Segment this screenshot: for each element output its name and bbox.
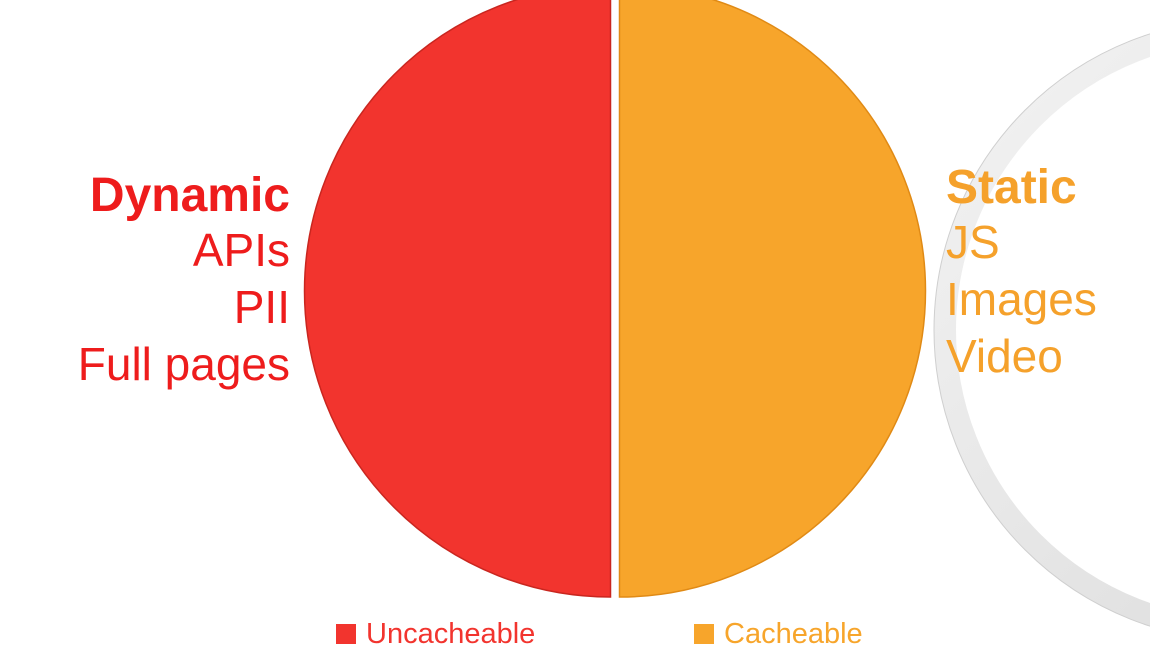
legend-item-cacheable: Cacheable — [694, 618, 863, 650]
legend-item-uncacheable: Uncacheable — [336, 618, 535, 650]
static-item-js: JS — [946, 216, 1000, 268]
static-item-images: Images — [946, 273, 1097, 325]
pie-slice-uncacheable — [303, 0, 612, 598]
background-ring-arc — [934, 33, 1150, 627]
legend-label-cacheable: Cacheable — [724, 618, 863, 650]
legend-swatch-uncacheable — [336, 624, 356, 644]
legend-label-uncacheable: Uncacheable — [366, 618, 536, 650]
static-annotation: Static JS Images Video — [946, 162, 1097, 385]
static-heading: Static — [946, 161, 1077, 214]
background-ring — [933, 33, 1150, 627]
background-ring-edge — [933, 33, 1150, 627]
static-item-video: Video — [946, 330, 1063, 382]
dynamic-item-full-pages: Full pages — [77, 338, 290, 390]
pie-slice-cacheable — [618, 0, 927, 598]
legend: Uncacheable Cacheable — [0, 614, 1150, 654]
legend-swatch-cacheable — [694, 624, 714, 644]
dynamic-item-pii: PII — [233, 281, 290, 333]
dynamic-item-apis: APIs — [192, 224, 290, 276]
dynamic-heading: Dynamic — [89, 169, 290, 222]
dynamic-annotation: Dynamic APIs PII Full pages — [78, 170, 290, 393]
